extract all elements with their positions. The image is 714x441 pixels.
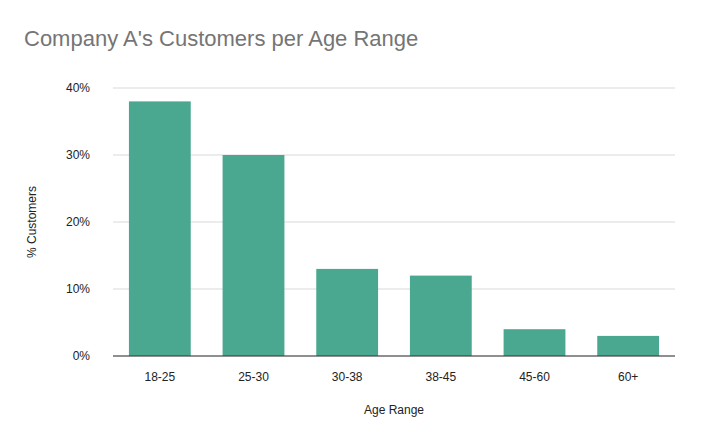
x-tick-label: 18-25 (144, 370, 175, 384)
grid-line (113, 356, 675, 357)
bar (316, 269, 378, 356)
bar (504, 329, 566, 356)
bars (129, 101, 659, 356)
x-tick-label: 30-38 (332, 370, 363, 384)
chart-title: Company A's Customers per Age Range (24, 26, 418, 51)
x-axis-title: Age Range (364, 403, 424, 417)
grid-line (113, 88, 675, 89)
y-axis-title: % Customers (25, 186, 39, 258)
bar (410, 276, 472, 356)
bar (129, 101, 191, 356)
chart-svg: Company A's Customers per Age Range 0% 10%… (0, 0, 714, 441)
x-tick-label: 38-45 (425, 370, 456, 384)
x-tick-label: 45-60 (519, 370, 550, 384)
x-tick-label: 60+ (618, 370, 638, 384)
y-tick-label: 30% (66, 148, 90, 162)
x-axis-line (113, 356, 675, 357)
y-tick-label: 20% (66, 215, 90, 229)
bar (223, 155, 285, 356)
bar (597, 336, 659, 356)
grid-line (113, 289, 675, 290)
y-tick-label: 10% (66, 282, 90, 296)
chart-container: Company A's Customers per Age Range 0% 10%… (0, 0, 714, 441)
grid-line (113, 155, 675, 156)
y-tick-label: 40% (66, 81, 90, 95)
x-tick-label: 25-30 (238, 370, 269, 384)
y-tick-label: 0% (73, 349, 91, 363)
grid-line (113, 222, 675, 223)
